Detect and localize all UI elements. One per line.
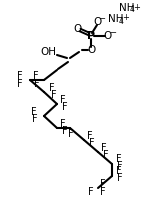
Text: O: O bbox=[87, 45, 95, 55]
Text: F: F bbox=[116, 154, 122, 164]
Text: F: F bbox=[103, 150, 109, 160]
Text: F: F bbox=[117, 161, 123, 171]
Text: −: − bbox=[99, 14, 105, 24]
Text: F: F bbox=[49, 83, 55, 93]
Text: F: F bbox=[62, 102, 68, 112]
Text: −: − bbox=[109, 28, 116, 38]
Text: 4: 4 bbox=[130, 6, 135, 14]
Text: F: F bbox=[17, 79, 23, 89]
Text: F: F bbox=[17, 71, 23, 81]
Text: F: F bbox=[101, 143, 107, 153]
Text: F: F bbox=[33, 71, 39, 81]
Text: OH: OH bbox=[40, 47, 56, 57]
Text: F: F bbox=[100, 187, 106, 197]
Text: F: F bbox=[51, 90, 57, 100]
Text: O: O bbox=[93, 17, 101, 27]
Text: F: F bbox=[60, 95, 66, 105]
Text: O: O bbox=[104, 31, 112, 41]
Text: F: F bbox=[117, 173, 123, 183]
Text: F: F bbox=[68, 129, 74, 139]
Text: F: F bbox=[87, 131, 93, 141]
Text: F: F bbox=[60, 119, 66, 129]
Text: P: P bbox=[87, 31, 95, 41]
Text: 4: 4 bbox=[119, 17, 124, 25]
Text: +: + bbox=[133, 3, 140, 11]
Text: F: F bbox=[34, 79, 40, 89]
Text: NH: NH bbox=[108, 14, 124, 24]
Text: F: F bbox=[100, 179, 106, 189]
Text: F: F bbox=[31, 107, 37, 117]
Text: NH: NH bbox=[119, 3, 134, 13]
Text: +: + bbox=[122, 14, 129, 22]
Text: F: F bbox=[62, 126, 68, 136]
Text: O: O bbox=[73, 24, 81, 34]
Text: F: F bbox=[89, 138, 95, 148]
Text: F: F bbox=[116, 166, 122, 176]
Text: F: F bbox=[88, 187, 94, 197]
Text: F: F bbox=[32, 114, 38, 124]
